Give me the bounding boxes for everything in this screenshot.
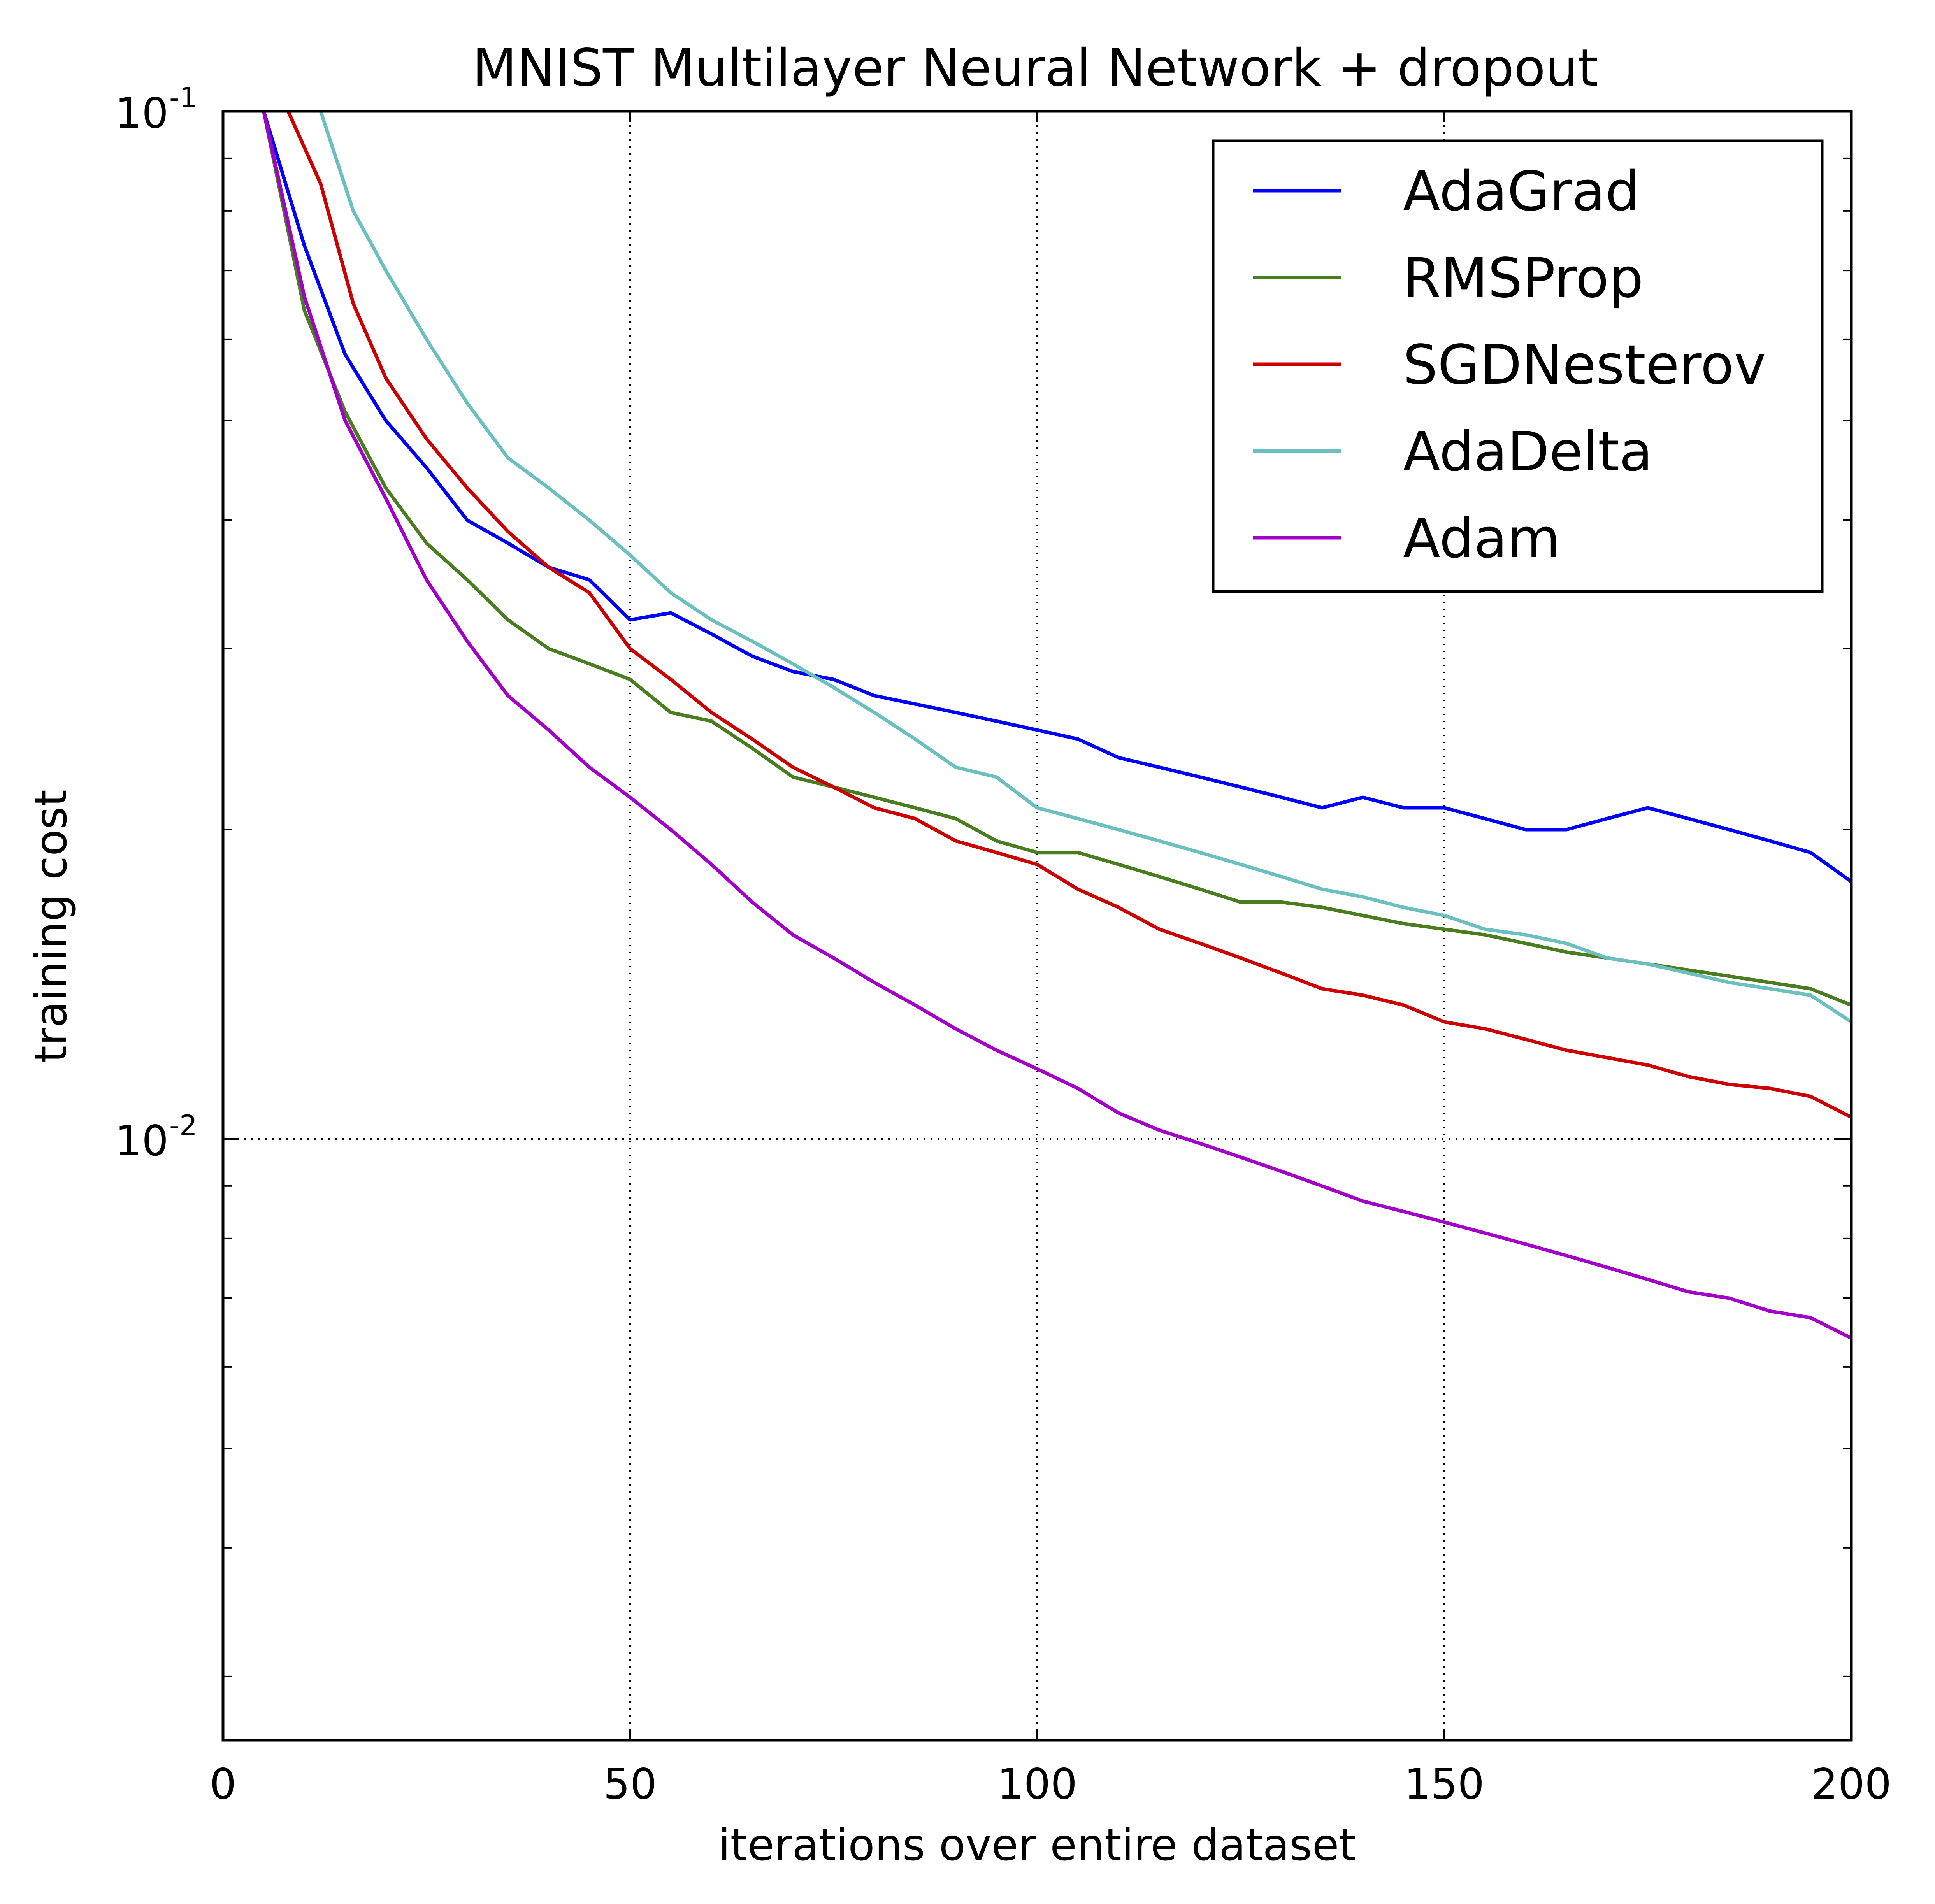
x-tick-label: 150 [1404, 1760, 1484, 1809]
legend-label: SGDNesterov [1403, 333, 1766, 397]
y-tick-base: 10 [115, 89, 169, 138]
y-tick-exponent: -2 [169, 1109, 197, 1142]
legend-label: Adam [1403, 507, 1560, 570]
chart-title: MNIST Multilayer Neural Network + dropou… [472, 38, 1598, 98]
legend: AdaGrad RMSProp SGDNesterov AdaDelta Adam [1212, 139, 1824, 593]
series-line-adadelta [319, 111, 1851, 1023]
x-tick-label: 100 [997, 1760, 1077, 1809]
x-axis-ticks: 0 50 100 150 200 [210, 111, 1891, 1809]
legend-box [1212, 139, 1824, 593]
x-tick-label: 200 [1811, 1760, 1891, 1809]
legend-label: AdaDelta [1403, 420, 1652, 484]
x-axis-label: iterations over entire dataset [718, 1820, 1356, 1871]
series-line-sgdnesterov [286, 111, 1851, 1119]
legend-label: RMSProp [1403, 247, 1644, 310]
series-line-adam [262, 111, 1851, 1340]
y-tick-label: 10 [115, 89, 169, 138]
series-lines [262, 111, 1851, 1340]
y-tick-base: 10 [115, 1117, 169, 1165]
legend-label: AdaGrad [1403, 160, 1640, 223]
y-tick-exponent: -1 [169, 81, 197, 114]
series-line-rmsprop [262, 111, 1851, 1007]
y-axis-label: training cost [26, 790, 77, 1063]
x-tick-label: 0 [210, 1760, 237, 1809]
x-tick-label: 50 [603, 1760, 657, 1809]
series-line-adagrad [262, 111, 1851, 883]
y-tick-label: 10 [115, 1117, 169, 1165]
grid [223, 111, 1851, 1740]
minor-ticks [223, 157, 1851, 1677]
y-axis-ticks: 10-110-2 [115, 81, 1851, 1165]
